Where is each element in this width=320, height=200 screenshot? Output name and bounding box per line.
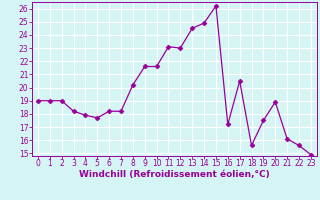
X-axis label: Windchill (Refroidissement éolien,°C): Windchill (Refroidissement éolien,°C) xyxy=(79,170,270,179)
